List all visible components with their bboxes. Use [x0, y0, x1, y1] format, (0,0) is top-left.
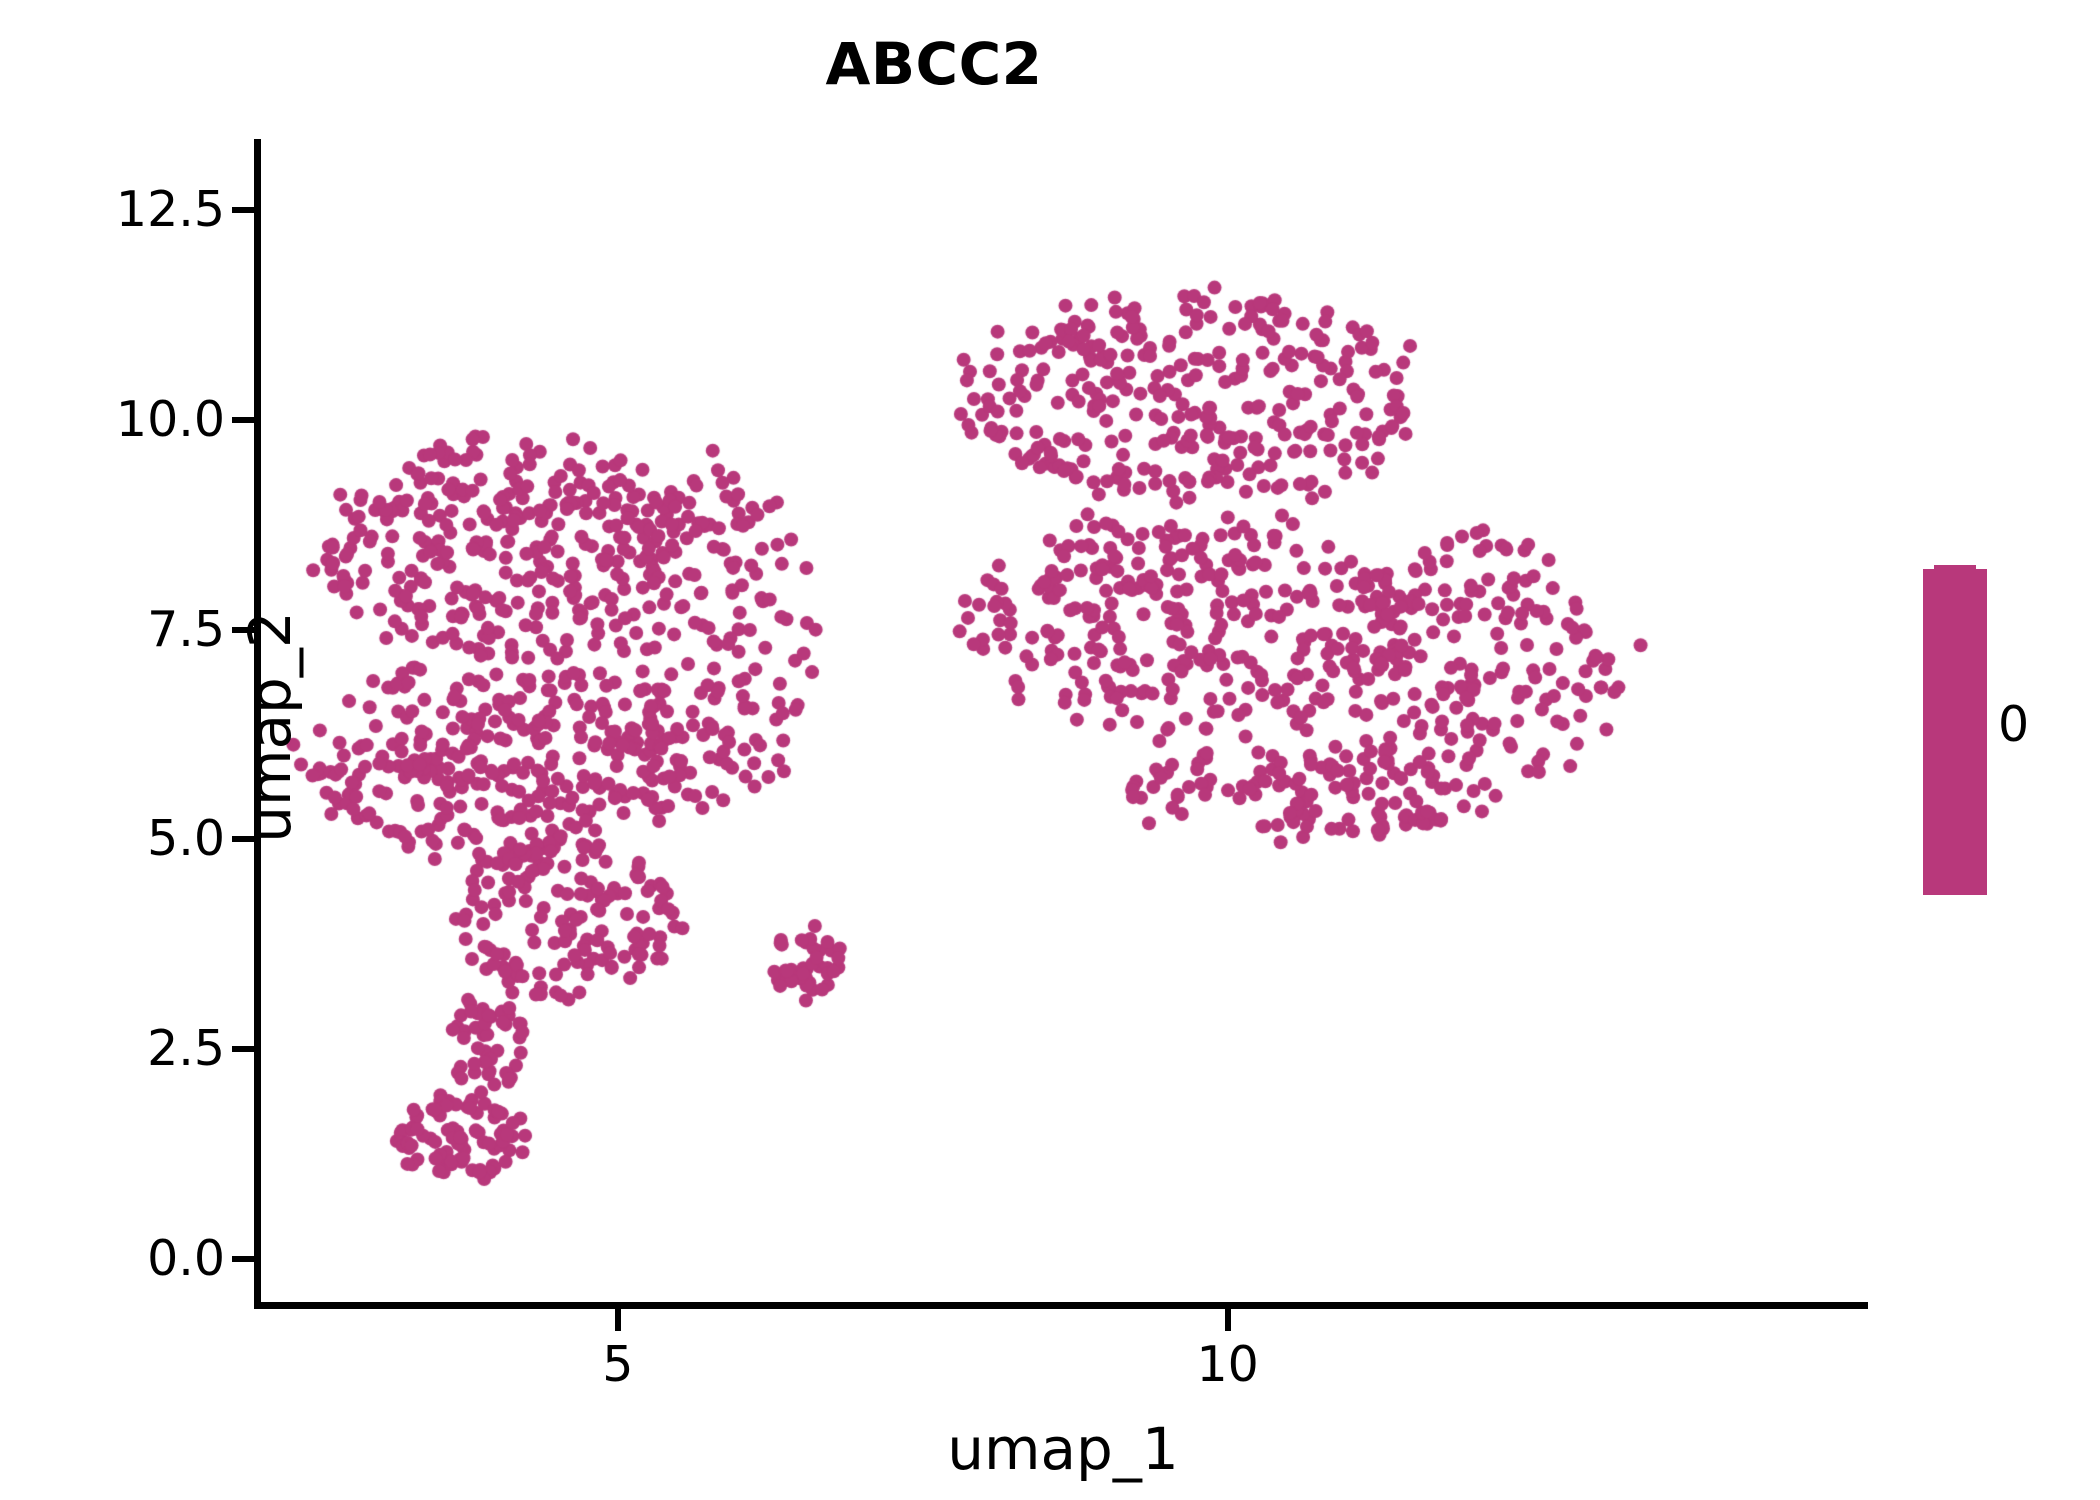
y-tick-mark — [232, 1046, 254, 1053]
x-tick-mark — [1224, 1309, 1231, 1331]
x-tick-mark — [614, 1309, 621, 1331]
x-axis-spine — [254, 1302, 1868, 1309]
y-tick-mark — [232, 836, 254, 843]
y-tick-label: 10.0 — [115, 391, 225, 448]
y-tick-label: 12.5 — [115, 181, 225, 239]
scatter-points-layer — [258, 139, 1868, 1305]
y-tick-label: 0.0 — [147, 1229, 225, 1287]
y-axis-title: umap_2 — [236, 611, 304, 843]
y-tick-mark — [232, 207, 254, 214]
plot-axes-area — [258, 139, 1868, 1305]
x-tick-label: 5 — [602, 1336, 634, 1393]
y-tick-mark — [232, 1255, 254, 1262]
colorbar-gradient — [1923, 565, 1987, 895]
colorbar-tick-right — [1976, 565, 1987, 569]
x-axis-title: umap_1 — [947, 1415, 1179, 1483]
page-title: ABCC2 — [825, 30, 1043, 98]
y-tick-mark — [232, 626, 254, 633]
y-tick-mark — [232, 417, 254, 423]
y-tick-label: 2.5 — [147, 1020, 225, 1078]
x-tick-label: 10 — [1196, 1336, 1259, 1393]
y-tick-label: 5.0 — [147, 810, 225, 868]
y-axis-spine — [254, 139, 261, 1309]
colorbar-tick-label: 0 — [1998, 696, 2030, 753]
colorbar — [1923, 565, 1987, 895]
y-tick-label: 7.5 — [147, 600, 225, 658]
colorbar-tick-left — [1923, 565, 1934, 569]
